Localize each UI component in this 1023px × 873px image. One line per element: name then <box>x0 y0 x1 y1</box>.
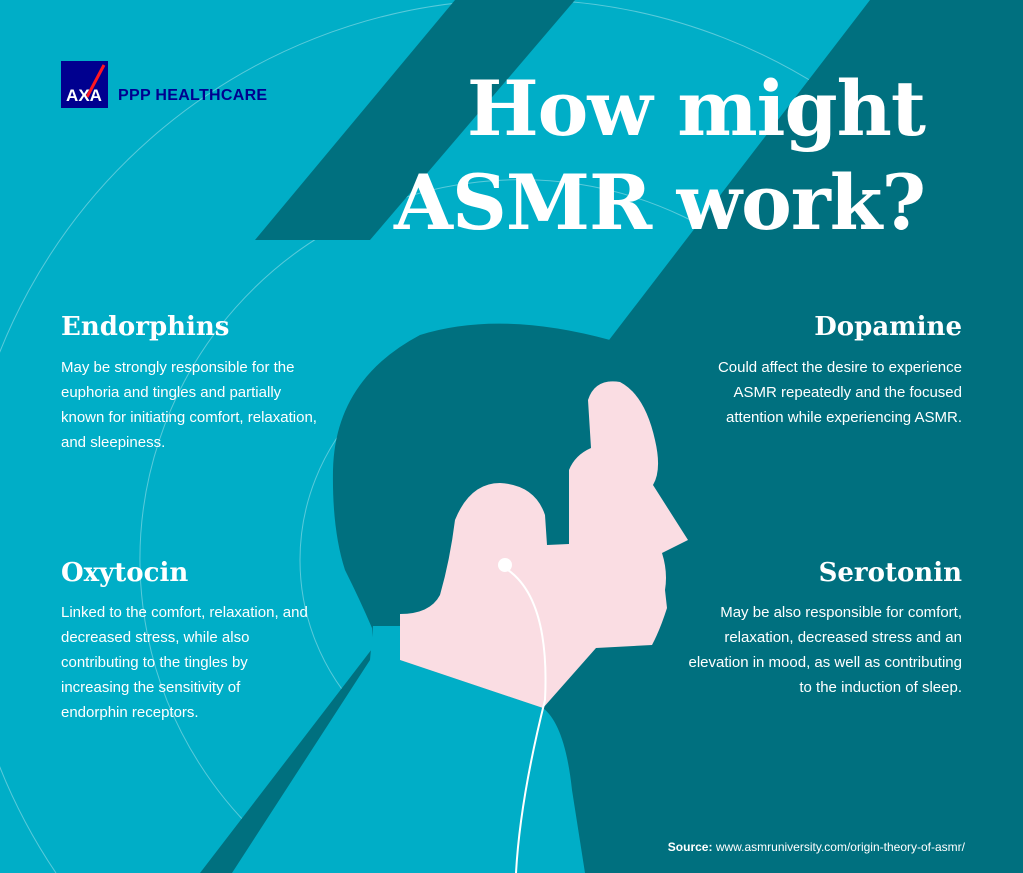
diagonal-stripe <box>255 0 575 240</box>
endorphins-heading: Endorphins <box>61 312 230 342</box>
axa-logo: AXA <box>61 61 108 108</box>
earphone <box>498 558 512 572</box>
page-title: How might ASMR work? <box>394 62 926 250</box>
source-url: www.asmruniversity.com/origin-theory-of-… <box>715 840 965 854</box>
body-shirt <box>232 626 585 873</box>
source-label: Source: <box>667 840 713 854</box>
endorphins-text: May be strongly responsible for the euph… <box>61 359 317 451</box>
serotonin-text: May be also responsible for comfort, rel… <box>688 604 963 696</box>
source-note: Source: www.asmruniversity.com/origin-th… <box>668 840 965 854</box>
dopamine-text: Could affect the desire to experience AS… <box>717 359 962 426</box>
brand-name: PPP HEALTHCARE <box>118 87 268 104</box>
serotonin-heading: Serotonin <box>818 558 962 588</box>
svg-text:AXA: AXA <box>66 86 102 105</box>
title-line-2: ASMR work? <box>394 158 926 247</box>
oxytocin-heading: Oxytocin <box>61 558 189 588</box>
dopamine-heading: Dopamine <box>814 312 962 342</box>
face-profile <box>400 381 688 708</box>
title-line-1: How might <box>466 64 926 153</box>
earphone-cable <box>507 569 547 873</box>
oxytocin-text: Linked to the comfort, relaxation, and d… <box>61 604 308 721</box>
